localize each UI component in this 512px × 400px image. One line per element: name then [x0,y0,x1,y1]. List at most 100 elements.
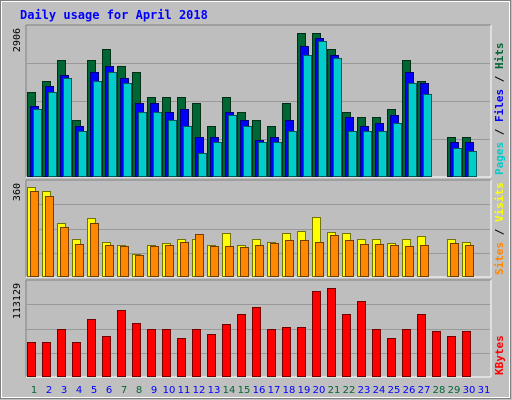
day-label-28: 28 [433,385,446,396]
bar-pages-day-18 [288,131,297,177]
series-kbytes [27,288,471,377]
bar-sites-day-17 [270,243,279,277]
bar-kbytes-day-1 [27,342,36,377]
bar-kbytes-day-17 [267,329,276,377]
day-label-23: 23 [358,385,371,396]
bar-sites-day-8 [135,255,144,277]
bar-kbytes-day-13 [207,334,216,377]
day-label-21: 21 [328,385,341,396]
bar-pages-day-19 [303,55,312,177]
bar-kbytes-day-22 [342,314,351,377]
legend: Sites / Visits [493,182,506,275]
bar-kbytes-day-11 [177,338,186,377]
bar-pages-day-12 [198,153,207,177]
bar-pages-day-8 [138,112,147,177]
bar-kbytes-day-18 [282,327,291,377]
bar-pages-day-24 [378,131,387,177]
bar-pages-day-13 [213,142,222,177]
bar-kbytes-day-7 [117,310,126,377]
bar-pages-day-10 [168,120,177,177]
day-label-19: 19 [298,385,311,396]
bar-sites-day-15 [240,247,249,277]
legend-separator: / [493,222,506,242]
bar-sites-day-9 [150,246,159,277]
day-label-9: 9 [151,385,157,396]
bar-pages-day-21 [333,58,342,177]
day-label-13: 13 [208,385,221,396]
bar-sites-day-23 [360,244,369,277]
bar-sites-day-6 [105,245,114,277]
chart-title: Daily usage for April 2018 [20,8,208,22]
day-label-2: 2 [46,385,52,396]
legend-entry-files: Files [493,89,506,122]
series-pages [33,41,477,177]
bar-kbytes-day-25 [387,338,396,377]
day-label-15: 15 [238,385,251,396]
bar-sites-day-30 [465,245,474,277]
y-max-label: 2906 [12,28,23,52]
legend-entry-kbytes: KBytes [493,335,506,375]
bar-pages-day-17 [273,142,282,177]
bar-kbytes-day-28 [432,331,441,377]
bar-kbytes-day-30 [462,331,471,377]
bar-pages-day-4 [78,131,87,177]
bar-pages-day-1 [33,109,42,177]
bar-sites-day-11 [180,242,189,277]
bar-kbytes-day-19 [297,327,306,377]
day-label-10: 10 [163,385,176,396]
bar-pages-day-27 [423,94,432,177]
bar-pages-day-14 [228,115,237,177]
bar-pages-day-20 [318,41,327,177]
legend: Pages / Files / Hits [493,43,506,176]
bar-kbytes-day-5 [87,319,96,377]
legend-entry-visits: Visits [493,182,506,222]
bar-pages-day-5 [93,81,102,177]
bar-sites-day-25 [390,245,399,277]
legend-separator: / [493,69,506,89]
day-label-8: 8 [136,385,142,396]
day-label-22: 22 [343,385,356,396]
bar-pages-day-7 [123,83,132,177]
bar-kbytes-day-29 [447,336,456,377]
bar-kbytes-day-9 [147,329,156,377]
series-sites [30,191,474,277]
day-label-18: 18 [283,385,296,396]
day-label-7: 7 [121,385,127,396]
bar-pages-day-22 [348,131,357,177]
bar-pages-day-23 [363,131,372,177]
day-labels: 1 2 3 4 5 6 7 8 9 10 11 12 13 14 15 16 17 18 19 20 21 22 23 24 2… [31,385,491,396]
bar-pages-day-2 [48,92,57,177]
bar-sites-day-27 [420,245,429,277]
bar-kbytes-day-12 [192,329,201,377]
bar-pages-day-26 [408,83,417,177]
day-label-4: 4 [76,385,82,396]
bar-kbytes-day-6 [102,336,111,377]
bar-sites-day-26 [405,246,414,277]
bar-sites-day-16 [255,245,264,277]
day-label-17: 17 [268,385,281,396]
y-max-label: 360 [12,183,23,201]
day-label-6: 6 [106,385,112,396]
bar-kbytes-day-16 [252,307,261,377]
day-label-16: 16 [253,385,266,396]
day-label-3: 3 [61,385,67,396]
legend-separator: / [493,122,506,142]
bar-pages-day-16 [258,142,267,177]
bar-sites-day-2 [45,196,54,277]
bar-sites-day-24 [375,244,384,277]
day-label-1: 1 [31,385,37,396]
bar-pages-day-29 [453,148,462,177]
panel-kbytes: 113129 KBytes [12,279,506,378]
day-label-30: 30 [463,385,476,396]
bar-kbytes-day-10 [162,329,171,377]
bar-kbytes-day-27 [417,314,426,377]
bar-kbytes-day-20 [312,291,321,377]
bar-kbytes-day-21 [327,288,336,377]
bar-pages-day-11 [183,126,192,177]
bar-sites-day-3 [60,227,69,277]
bar-sites-day-22 [345,240,354,277]
bar-kbytes-day-3 [57,329,66,377]
day-label-25: 25 [388,385,401,396]
